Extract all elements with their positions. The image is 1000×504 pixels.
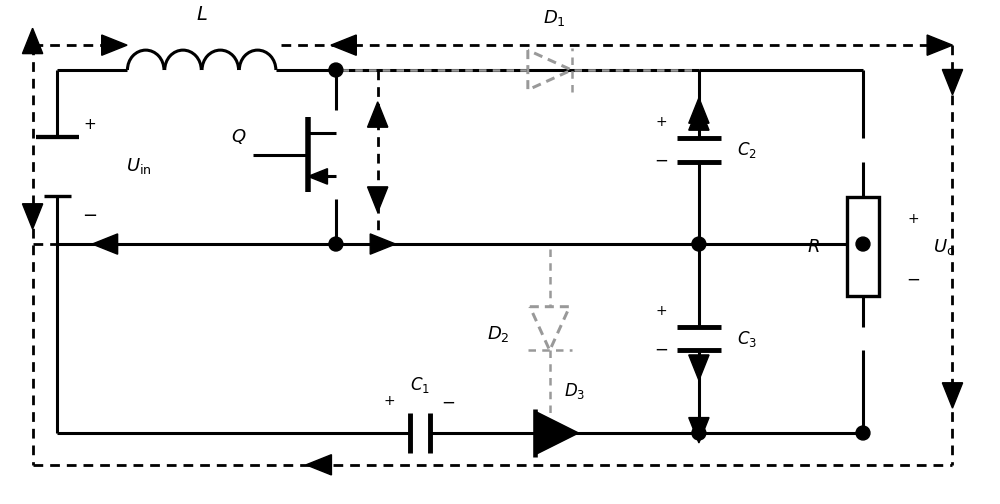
Polygon shape [331,35,356,55]
Polygon shape [102,35,127,55]
Text: $-$: $-$ [441,392,455,410]
Polygon shape [22,204,43,229]
Polygon shape [942,383,963,408]
Circle shape [856,426,870,440]
Circle shape [692,426,706,440]
Text: $D_1$: $D_1$ [543,8,566,28]
Text: $-$: $-$ [654,340,668,357]
Text: $-$: $-$ [906,269,920,287]
Text: $-$: $-$ [82,205,97,223]
Text: $C_2$: $C_2$ [737,140,757,160]
Text: $-$: $-$ [654,151,668,168]
Polygon shape [92,234,118,254]
Polygon shape [689,105,709,130]
Polygon shape [689,355,709,381]
Polygon shape [368,102,388,127]
Text: $+$: $+$ [83,117,96,132]
Text: $+$: $+$ [655,115,667,129]
Polygon shape [368,187,388,212]
Text: $C_3$: $C_3$ [737,329,757,349]
Text: $Q$: $Q$ [231,127,246,146]
Text: $U_{\rm in}$: $U_{\rm in}$ [126,156,152,176]
Text: $+$: $+$ [383,394,395,408]
Circle shape [329,63,343,77]
Polygon shape [308,169,327,184]
Text: $C_1$: $C_1$ [410,375,430,395]
Text: $D_2$: $D_2$ [487,324,509,344]
Polygon shape [306,455,331,475]
Text: $+$: $+$ [907,212,919,226]
Polygon shape [535,411,579,455]
Text: $L$: $L$ [196,7,207,24]
Text: $+$: $+$ [655,304,667,318]
Circle shape [856,237,870,251]
Polygon shape [370,234,396,254]
Circle shape [692,237,706,251]
Polygon shape [942,70,963,95]
Text: $R$: $R$ [807,237,820,256]
Text: $D_3$: $D_3$ [564,381,585,401]
Polygon shape [689,98,709,123]
Circle shape [329,237,343,251]
Text: $U_{\rm o}$: $U_{\rm o}$ [933,236,956,257]
Polygon shape [689,418,709,443]
Polygon shape [927,35,952,55]
FancyBboxPatch shape [847,197,879,296]
Polygon shape [22,28,43,53]
